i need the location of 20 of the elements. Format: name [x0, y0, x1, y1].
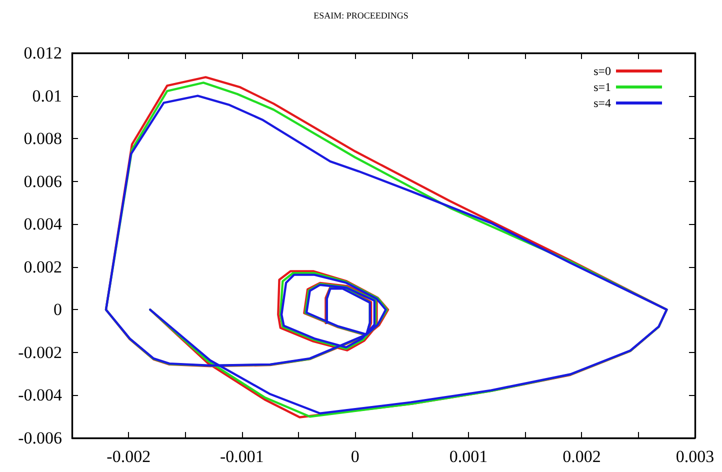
legend-label: s=1 [594, 80, 611, 94]
y-tick-label: 0.012 [24, 44, 62, 62]
x-tick-label: -0.002 [106, 447, 151, 466]
legend-label: s=4 [594, 96, 611, 110]
x-tick-label: 0.003 [676, 447, 714, 466]
x-tick-label: 0 [350, 447, 360, 466]
y-tick-label: -0.006 [18, 428, 62, 448]
x-tick-label: -0.001 [220, 447, 264, 466]
legend-label: s=0 [594, 64, 611, 78]
y-tick-label: 0.002 [24, 257, 62, 276]
y-tick-label: 0.004 [24, 214, 62, 234]
y-tick-label: -0.002 [18, 342, 62, 362]
y-tick-label: 0.006 [24, 172, 62, 191]
x-tick-label: 0.002 [562, 447, 601, 466]
y-tick-label: -0.004 [18, 386, 62, 405]
y-tick-label: 0.008 [24, 129, 62, 148]
x-tick-label: 0.001 [449, 447, 488, 466]
y-tick-label: 0.01 [32, 86, 62, 106]
chart-title: ESAIM: PROCEEDINGS [314, 10, 408, 20]
y-tick-label: 0 [54, 300, 62, 320]
